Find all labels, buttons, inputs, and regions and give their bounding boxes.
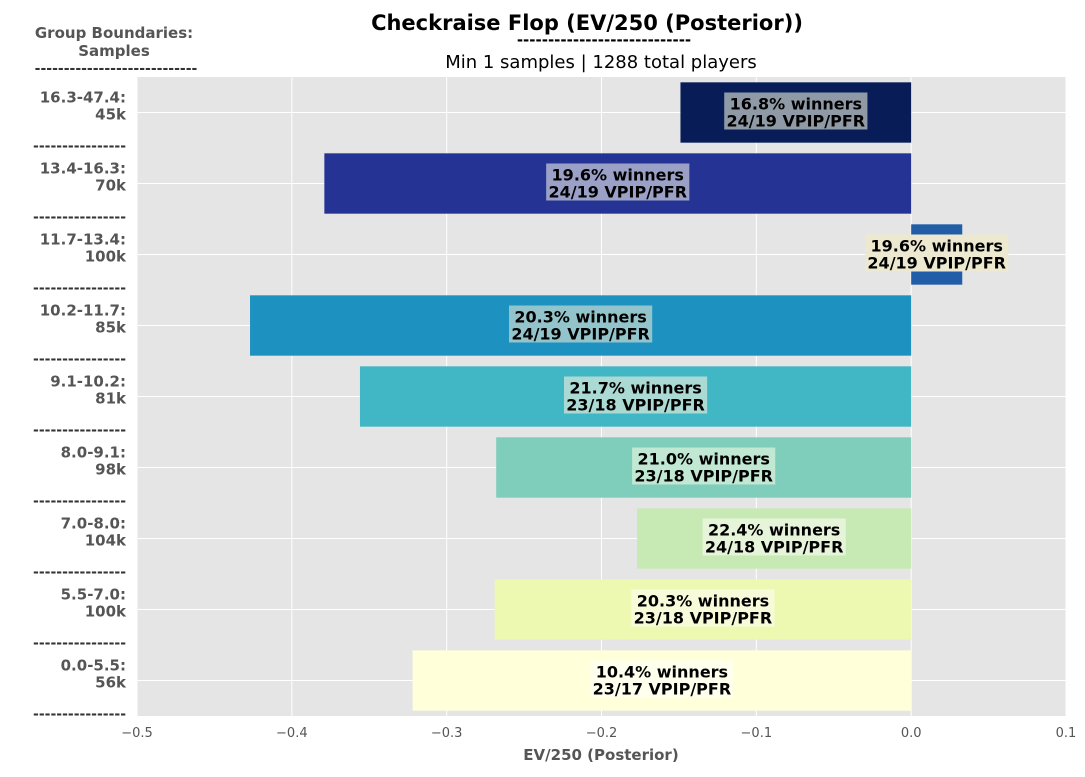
data-label-vpip: 23/18 VPIP/PFR	[634, 609, 773, 628]
y-tick-label-samples: 100k	[85, 248, 127, 266]
y-header-line2: Samples	[78, 42, 150, 60]
y-tick-labels: 16.3-47.4:45k----------------13.4-16.3:7…	[33, 89, 127, 723]
y-header-line1: Group Boundaries:	[35, 24, 193, 42]
x-tick-label: −0.4	[276, 726, 308, 741]
data-label-vpip: 23/18 VPIP/PFR	[634, 467, 773, 486]
x-tick-label: −0.3	[431, 726, 463, 741]
y-tick-label-samples: 45k	[95, 106, 127, 124]
y-tick-label-samples: 56k	[95, 674, 127, 692]
y-separator: ----------------	[33, 281, 126, 297]
y-tick-label-range: 0.0-5.5:	[61, 657, 126, 675]
y-separator: ----------------	[33, 494, 126, 510]
y-tick-label-range: 13.4-16.3:	[40, 160, 126, 178]
data-label-box	[865, 234, 1009, 272]
data-label-box	[590, 660, 734, 698]
chart-title-underline: ----------------------------	[517, 31, 691, 49]
data-label-vpip: 24/19 VPIP/PFR	[511, 325, 650, 344]
data-label-winners: 10.4% winners	[596, 663, 728, 682]
data-label-box	[546, 163, 690, 201]
data-label-winners: 21.0% winners	[637, 450, 769, 469]
data-label-box	[632, 447, 776, 485]
y-tick-label-range: 7.0-8.0:	[61, 515, 126, 533]
y-separator: ----------------	[33, 352, 126, 368]
y-tick-label-range: 9.1-10.2:	[50, 373, 126, 391]
data-label-vpip: 24/19 VPIP/PFR	[867, 254, 1006, 273]
data-label-box	[724, 92, 868, 130]
data-label-vpip: 24/19 VPIP/PFR	[727, 112, 866, 131]
y-tick-label-range: 16.3-47.4:	[40, 89, 126, 107]
y-separator: ----------------	[33, 139, 126, 155]
y-separator: ----------------	[33, 707, 126, 723]
data-label-box	[508, 305, 653, 343]
data-label-winners: 16.8% winners	[730, 95, 862, 114]
y-separator: ----------------	[33, 636, 126, 652]
data-label-winners: 19.6% winners	[552, 166, 684, 185]
data-label-box	[563, 376, 708, 414]
data-label-winners: 22.4% winners	[708, 521, 840, 540]
data-label-box	[631, 589, 775, 627]
data-label-vpip: 23/18 VPIP/PFR	[566, 396, 705, 415]
x-tick-label: −0.1	[741, 726, 773, 741]
x-tick-labels: −0.5 −0.4 −0.3 −0.2 −0.1 0.0 0.1	[121, 726, 1076, 741]
y-tick-label-samples: 81k	[95, 390, 127, 408]
x-tick-label: −0.5	[121, 726, 153, 741]
data-label-winners: 20.3% winners	[514, 308, 646, 327]
x-tick-label: 0.1	[1056, 726, 1077, 741]
y-tick-label-samples: 70k	[95, 177, 127, 195]
y-tick-label-range: 11.7-13.4:	[40, 231, 126, 249]
y-separator: ----------------	[33, 565, 126, 581]
y-tick-label-samples: 104k	[85, 532, 127, 550]
data-label-vpip: 23/17 VPIP/PFR	[593, 680, 732, 699]
data-label-winners: 19.6% winners	[871, 237, 1003, 256]
data-label-box	[702, 518, 846, 556]
data-label-winners: 20.3% winners	[637, 592, 769, 611]
data-label-winners: 21.7% winners	[569, 379, 701, 398]
y-header-underline: ----------------------------	[35, 61, 198, 77]
x-tick-label: −0.2	[586, 726, 618, 741]
y-tick-label-range: 5.5-7.0:	[61, 586, 126, 604]
x-axis-label: EV/250 (Posterior)	[523, 746, 678, 764]
y-separator: ----------------	[33, 423, 126, 439]
y-tick-label-samples: 100k	[85, 603, 127, 621]
data-label-vpip: 24/19 VPIP/PFR	[548, 183, 687, 202]
chart-title: Checkraise Flop (EV/250 (Posterior))	[371, 11, 803, 35]
y-tick-label-samples: 85k	[95, 319, 127, 337]
y-tick-label-samples: 98k	[95, 461, 127, 479]
y-tick-label-range: 8.0-9.1:	[61, 444, 126, 462]
chart-subtitle: Min 1 samples | 1288 total players	[445, 52, 757, 73]
y-tick-label-range: 10.2-11.7:	[40, 302, 126, 320]
x-tick-label: 0.0	[901, 726, 922, 741]
y-separator: ----------------	[33, 210, 126, 226]
data-label-vpip: 24/18 VPIP/PFR	[705, 538, 844, 557]
